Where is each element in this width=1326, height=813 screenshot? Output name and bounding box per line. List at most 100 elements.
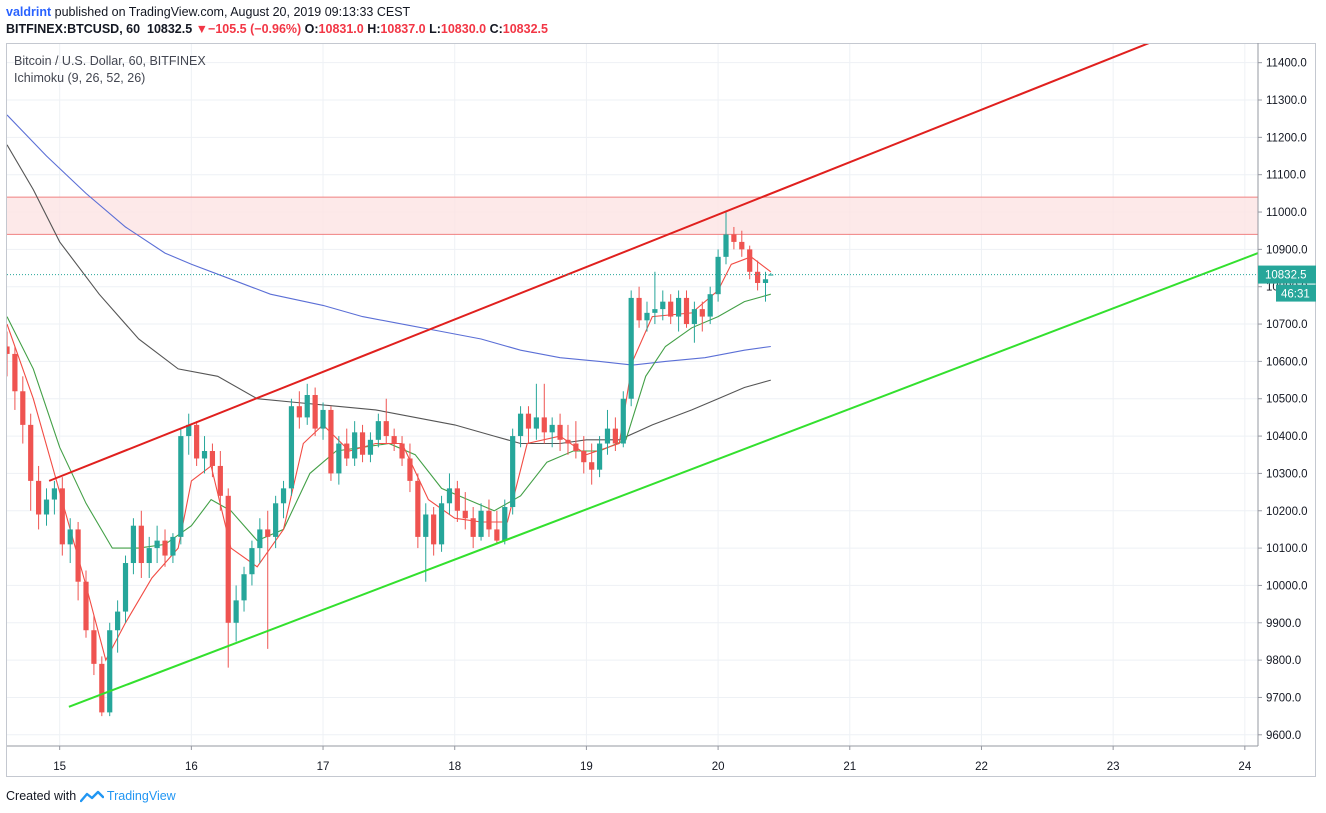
candle-body-up bbox=[170, 536, 176, 556]
y-tick-label: 10500.0 bbox=[1266, 394, 1308, 406]
candle-body-up bbox=[51, 488, 58, 500]
y-tick-label: 9900.0 bbox=[1266, 618, 1301, 630]
open-value: 10831.0 bbox=[318, 22, 364, 36]
candle-body-up bbox=[249, 548, 255, 575]
candle-body-up bbox=[620, 398, 626, 444]
x-tick-label: 24 bbox=[1238, 761, 1251, 773]
y-tick-label: 9700.0 bbox=[1266, 692, 1301, 704]
footer: Created with TradingView bbox=[6, 787, 176, 805]
candle-body-down bbox=[431, 514, 437, 545]
x-tick-label: 23 bbox=[1107, 761, 1120, 773]
candle-body-up bbox=[768, 274, 774, 276]
candle-body-down bbox=[462, 510, 468, 519]
y-tick-label: 10700.0 bbox=[1266, 319, 1308, 331]
y-tick-label: 10300.0 bbox=[1266, 468, 1308, 480]
candle-body-down bbox=[75, 529, 81, 582]
candle-body-down bbox=[12, 353, 18, 392]
resistance-zone-fill bbox=[7, 197, 1258, 235]
close-label: C: bbox=[489, 22, 503, 36]
candle-body-down bbox=[541, 417, 547, 433]
pair-title: Bitcoin / U.S. Dollar, 60, BITFINEX bbox=[14, 54, 206, 68]
high-value: 10837.0 bbox=[380, 22, 426, 36]
candle-body-up bbox=[375, 421, 381, 440]
last-price-label: 10832.5 bbox=[1265, 270, 1307, 282]
y-tick-label: 10400.0 bbox=[1266, 431, 1308, 443]
candle-body-down bbox=[415, 480, 421, 537]
time-axis[interactable]: 15 16 17 18 19 20 21 22 23 24 bbox=[7, 745, 1258, 773]
y-tick-label: 10900.0 bbox=[1266, 244, 1308, 256]
candle-body-down bbox=[383, 421, 389, 437]
candle-body-down bbox=[668, 301, 674, 317]
candle-body-up bbox=[723, 234, 729, 257]
lower-trendline[interactable] bbox=[68, 252, 1258, 708]
indicator-label[interactable]: Ichimoku (9, 26, 52, 26) bbox=[14, 71, 146, 85]
candle-body-up bbox=[280, 488, 287, 504]
candle-body-up bbox=[549, 424, 555, 433]
candle-body-down bbox=[486, 510, 492, 530]
candle-body-up bbox=[367, 439, 374, 455]
upper-trendline[interactable] bbox=[48, 42, 1151, 482]
low-value: 10830.0 bbox=[440, 22, 487, 36]
trendlines bbox=[48, 42, 1258, 708]
tradingview-brand[interactable]: TradingView bbox=[106, 789, 176, 803]
candle-body-up bbox=[146, 548, 152, 564]
candle-body-up bbox=[652, 309, 658, 313]
candle-body-up bbox=[115, 611, 121, 631]
candle-body-up bbox=[67, 529, 73, 545]
candle-body-up bbox=[122, 563, 129, 612]
candle-body-up bbox=[186, 424, 192, 437]
ma-line-red bbox=[7, 256, 772, 662]
y-tick-label: 10200.0 bbox=[1266, 506, 1308, 518]
candle-body-down bbox=[581, 451, 587, 463]
chart-header: valdrint published on TradingView.com, A… bbox=[6, 4, 1316, 38]
x-tick-label: 21 bbox=[843, 761, 856, 773]
candle-body-up bbox=[644, 312, 650, 321]
candle-body-up bbox=[510, 436, 516, 508]
y-tick-label: 10100.0 bbox=[1266, 543, 1308, 555]
x-tick-label: 22 bbox=[975, 761, 988, 773]
candle-body-down bbox=[209, 451, 216, 466]
candle-body-down bbox=[217, 465, 223, 496]
candle-body-down bbox=[7, 346, 10, 354]
candle-body-down bbox=[28, 424, 34, 481]
candle-body-up bbox=[446, 488, 453, 504]
candle-body-down bbox=[699, 309, 705, 317]
author-link[interactable]: valdrint bbox=[6, 5, 52, 19]
chart-frame[interactable] bbox=[6, 43, 1316, 777]
publish-line: valdrint published on TradingView.com, A… bbox=[6, 4, 1316, 21]
candle-body-up bbox=[707, 294, 713, 317]
candle-body-up bbox=[517, 413, 524, 437]
candle-body-up bbox=[304, 395, 310, 418]
candle-body-down bbox=[683, 297, 690, 325]
candle-body-down bbox=[138, 525, 144, 564]
created-with-text: Created with bbox=[6, 789, 77, 803]
candlesticks bbox=[7, 212, 774, 717]
y-tick-label: 9600.0 bbox=[1266, 730, 1301, 742]
candle-body-down bbox=[739, 241, 745, 250]
candle-body-down bbox=[573, 443, 579, 452]
candle-body-up bbox=[178, 436, 184, 537]
candle-body-up bbox=[596, 443, 603, 470]
ma-line-black bbox=[7, 144, 771, 445]
candle-body-down bbox=[328, 409, 334, 474]
x-tick-label: 15 bbox=[53, 761, 66, 773]
candle-body-down bbox=[525, 413, 532, 429]
candle-body-up bbox=[762, 279, 769, 283]
candle-body-down bbox=[565, 439, 571, 444]
candle-body-down bbox=[494, 529, 500, 541]
y-tick-label: 11300.0 bbox=[1266, 95, 1307, 107]
change-text: −105.5 (−0.96%) bbox=[208, 22, 302, 36]
candle-body-down bbox=[59, 488, 65, 545]
y-tick-label: 11100.0 bbox=[1266, 170, 1306, 182]
x-tick-label: 20 bbox=[712, 761, 725, 773]
y-tick-label: 9800.0 bbox=[1266, 655, 1301, 667]
symbol-line: BITFINEX:BTCUSD, 60 10832.5 ▼−105.5 (−0.… bbox=[6, 21, 1316, 38]
low-label: L: bbox=[429, 22, 441, 36]
candle-body-up bbox=[352, 432, 358, 459]
candle-body-up bbox=[533, 417, 539, 429]
countdown-label-bg bbox=[1276, 284, 1316, 302]
candle-body-up bbox=[691, 309, 697, 325]
price-axis[interactable]: 9600.0 9700.0 9800.0 9900.0 10000.0 10100.0 10… bbox=[1257, 43, 1316, 746]
moving-averages bbox=[7, 114, 772, 662]
